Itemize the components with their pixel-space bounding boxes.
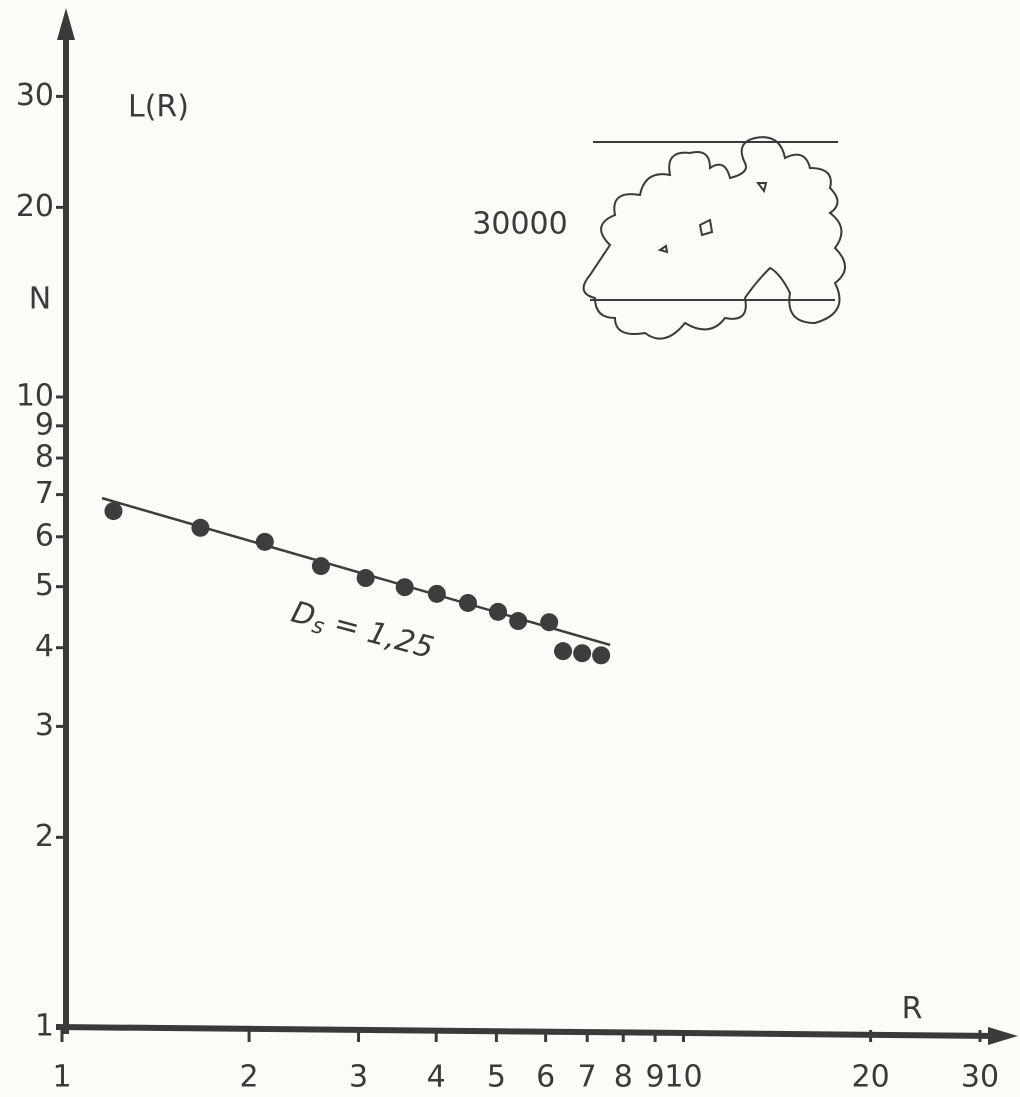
x-tick-label: 3 xyxy=(349,1060,368,1095)
y-tick-label: 30 xyxy=(16,78,54,113)
x-axis-arrow xyxy=(988,1027,1018,1045)
y-axis-arrow xyxy=(57,8,75,40)
data-point xyxy=(395,578,414,597)
y-tick-label: 20 xyxy=(16,189,54,224)
y-tick-label: 5 xyxy=(35,568,54,603)
x-tick-label: 2 xyxy=(240,1060,259,1095)
x-axis xyxy=(55,1024,999,1039)
data-point xyxy=(554,642,573,661)
y-tick-label: 1 xyxy=(35,1009,54,1044)
data-point xyxy=(104,502,123,521)
x-tick-label: 1 xyxy=(52,1060,71,1095)
inset-label: 30000 xyxy=(472,207,567,242)
data-point xyxy=(573,644,592,663)
slope-annotation: Ds = 1,25 xyxy=(287,594,438,669)
y-tick-label: 6 xyxy=(35,518,54,553)
x-tick-label: 10 xyxy=(664,1060,702,1095)
x-axis-label: R xyxy=(902,992,923,1027)
y-tick-label: 4 xyxy=(35,629,54,664)
y-tick-label: 7 xyxy=(35,476,54,511)
y-tick-label: 3 xyxy=(35,708,54,743)
x-tick-label: 8 xyxy=(614,1060,633,1095)
x-tick-label: 7 xyxy=(578,1060,597,1095)
data-point xyxy=(592,646,611,665)
annotation-rest: = 1,25 xyxy=(321,603,437,666)
y-tick-label: 2 xyxy=(35,819,54,854)
x-tick-label: 9 xyxy=(646,1060,665,1095)
x-tick-label: 5 xyxy=(487,1060,506,1095)
x-tick-label: 4 xyxy=(427,1060,446,1095)
x-tick-label: 6 xyxy=(536,1060,555,1095)
y-tick-label: 8 xyxy=(35,440,54,475)
x-tick-label: 20 xyxy=(851,1060,889,1095)
y-axis-label: L(R) xyxy=(128,90,189,125)
inset-figure xyxy=(582,136,846,340)
y-axis-label-secondary: N xyxy=(29,282,51,317)
x-tick-label: 30 xyxy=(961,1060,999,1095)
fit-line xyxy=(101,496,611,647)
y-tick-label: 9 xyxy=(35,407,54,442)
y-tick-label: 10 xyxy=(16,379,54,414)
